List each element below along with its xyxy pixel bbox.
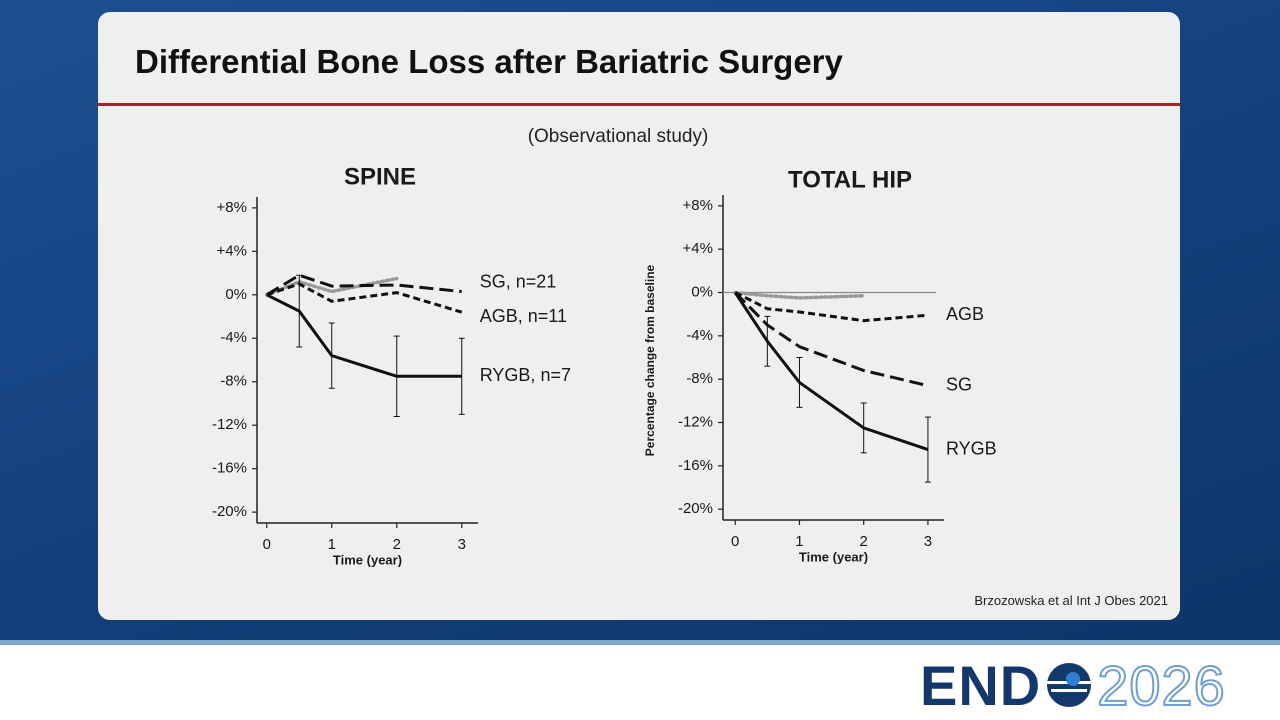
- x-tick-label: 3: [458, 536, 466, 553]
- y-tick-label: -8%: [686, 370, 713, 387]
- title-rule: [98, 103, 1180, 106]
- y-tick-label: +4%: [683, 240, 713, 257]
- x-axis-label: Time (year): [333, 552, 402, 567]
- series-line: [734, 291, 929, 388]
- y-tick-label: -8%: [220, 373, 247, 390]
- chart-title: SPINE: [344, 163, 416, 190]
- subtitle: (Observational study): [527, 126, 709, 147]
- series-line: [266, 293, 462, 378]
- series-label: SG, n=21: [480, 271, 557, 291]
- logo-text: 2026: [1096, 653, 1226, 718]
- y-tick-label: -16%: [678, 457, 713, 474]
- slide-card: [98, 12, 1180, 620]
- x-tick-label: 1: [328, 536, 336, 553]
- series-label: RYGB, n=7: [480, 365, 571, 385]
- series-label: AGB: [946, 304, 984, 324]
- x-tick-label: 0: [731, 533, 739, 550]
- logo-globe: [1047, 663, 1092, 707]
- y-axis-label: Percentage change from baseline: [643, 264, 657, 456]
- logo: END 2026: [920, 653, 1226, 718]
- y-tick-label: +8%: [217, 199, 247, 216]
- citation: Brzozowska et al Int J Obes 2021: [974, 593, 1168, 608]
- logo-text: END: [920, 653, 1042, 717]
- series-line: [266, 282, 463, 314]
- x-tick-label: 2: [860, 533, 868, 550]
- series-line: [734, 291, 929, 323]
- y-tick-label: -16%: [212, 460, 247, 477]
- x-tick-label: 0: [263, 536, 271, 553]
- y-tick-label: 0%: [225, 286, 247, 303]
- slide-title: Differential Bone Loss after Bariatric S…: [135, 43, 843, 80]
- y-tick-label: +4%: [217, 242, 247, 259]
- y-tick-label: -20%: [212, 503, 247, 520]
- y-tick-label: +8%: [683, 197, 713, 214]
- y-tick-label: -12%: [212, 416, 247, 433]
- y-tick-label: -4%: [686, 327, 713, 344]
- series-label: AGB, n=11: [480, 306, 567, 326]
- series-line: [733, 290, 866, 300]
- series-label: RYGB: [946, 438, 997, 458]
- x-tick-label: 1: [795, 533, 803, 550]
- x-axis-label: Time (year): [799, 549, 868, 564]
- series-line: [733, 291, 929, 452]
- y-tick-label: 0%: [691, 283, 713, 300]
- x-tick-label: 2: [393, 536, 401, 553]
- y-tick-label: -20%: [678, 500, 713, 517]
- series-line: [265, 273, 462, 297]
- y-tick-label: -12%: [678, 413, 713, 430]
- chart-title: TOTAL HIP: [788, 166, 912, 193]
- x-tick-label: 3: [924, 533, 932, 550]
- y-tick-label: -4%: [220, 329, 247, 346]
- series-label: SG: [946, 374, 972, 394]
